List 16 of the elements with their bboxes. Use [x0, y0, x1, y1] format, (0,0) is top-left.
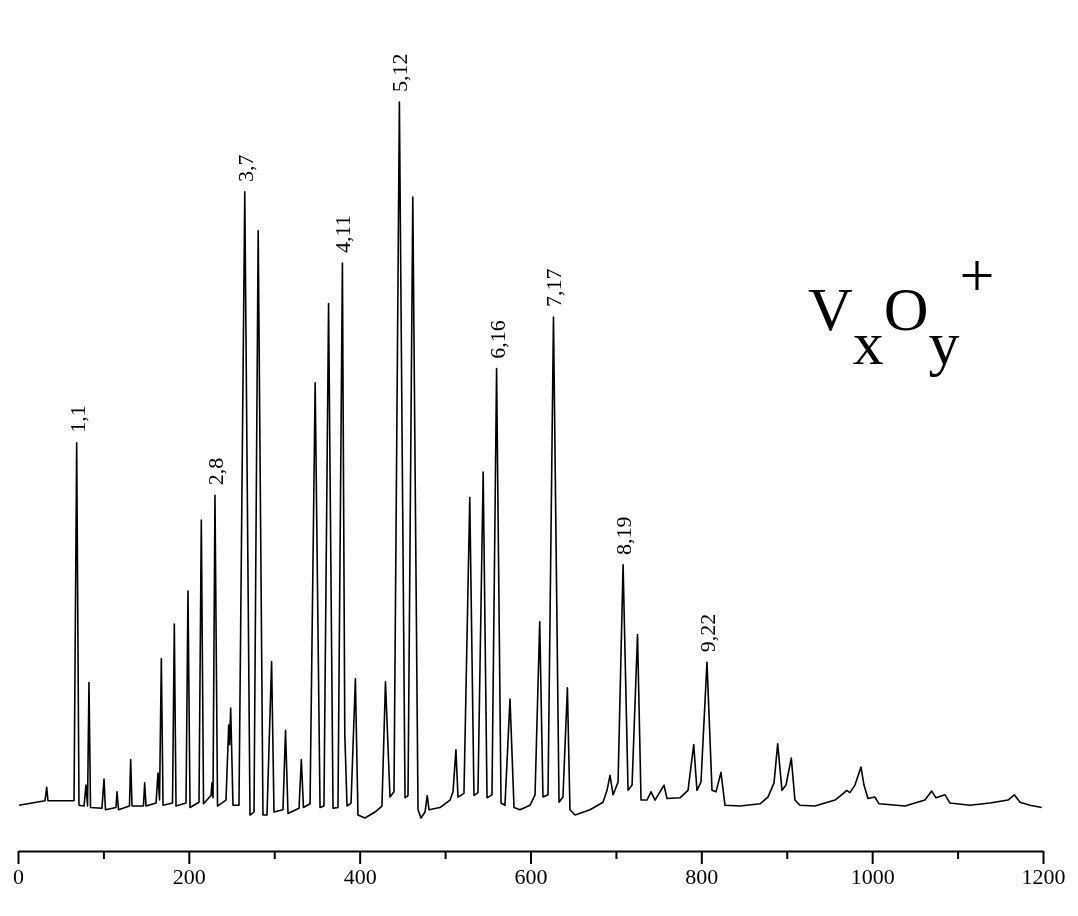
x-tick-label: 400: [343, 864, 377, 890]
annotation: 3,7: [232, 154, 258, 182]
annotation: 4,11: [330, 215, 356, 254]
annotation: 9,22: [694, 613, 720, 653]
x-tick-label: 1000: [850, 864, 895, 890]
annotation: 6,16: [484, 320, 510, 359]
x-tick-label: 800: [685, 864, 719, 890]
x-tick-label: 0: [13, 864, 24, 890]
annotation: 8,19: [611, 516, 637, 555]
x-tick-label: 1200: [1021, 864, 1066, 890]
x-tick-label: 600: [514, 864, 548, 890]
x-tick-label: 200: [172, 864, 206, 890]
annotation: 5,12: [387, 53, 413, 92]
annotation: 2,8: [202, 457, 228, 486]
annotation: 7,17: [541, 268, 567, 307]
annotation: 1,1: [64, 405, 90, 433]
